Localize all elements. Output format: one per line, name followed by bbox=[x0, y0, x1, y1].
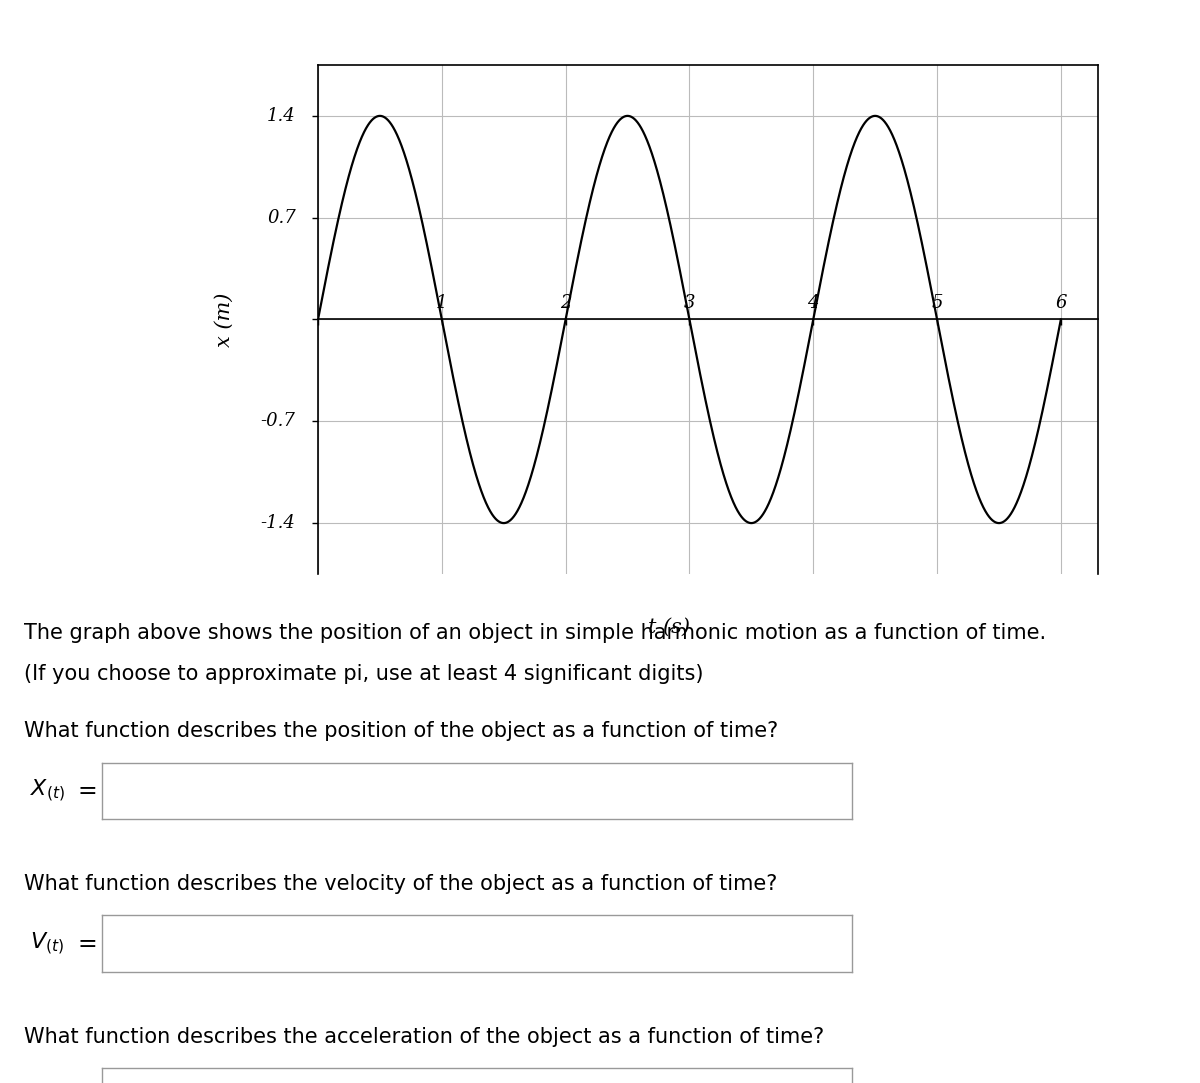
Text: 1: 1 bbox=[436, 295, 448, 312]
Text: What function describes the acceleration of the object as a function of time?: What function describes the acceleration… bbox=[24, 1027, 824, 1047]
Text: 4: 4 bbox=[808, 295, 818, 312]
Text: 1.4: 1.4 bbox=[266, 107, 295, 125]
Text: What function describes the velocity of the object as a function of time?: What function describes the velocity of … bbox=[24, 874, 778, 895]
Text: The graph above shows the position of an object in simple harmonic motion as a f: The graph above shows the position of an… bbox=[24, 623, 1046, 642]
Text: -1.4: -1.4 bbox=[260, 514, 295, 532]
Text: t (s): t (s) bbox=[648, 617, 690, 637]
Text: 3: 3 bbox=[684, 295, 695, 312]
Text: What function describes the position of the object as a function of time?: What function describes the position of … bbox=[24, 721, 779, 742]
Text: 0.7: 0.7 bbox=[266, 209, 295, 226]
Text: 2: 2 bbox=[560, 295, 571, 312]
Text: (If you choose to approximate pi, use at least 4 significant digits): (If you choose to approximate pi, use at… bbox=[24, 664, 703, 683]
Text: $X_{(t)}$: $X_{(t)}$ bbox=[30, 778, 65, 804]
Text: =: = bbox=[78, 779, 97, 803]
Text: $V_{(t)}$: $V_{(t)}$ bbox=[30, 930, 64, 956]
Text: -0.7: -0.7 bbox=[260, 413, 295, 430]
Text: x (m): x (m) bbox=[215, 292, 234, 347]
Text: 6: 6 bbox=[1055, 295, 1067, 312]
Text: 5: 5 bbox=[931, 295, 943, 312]
Text: =: = bbox=[78, 931, 97, 955]
